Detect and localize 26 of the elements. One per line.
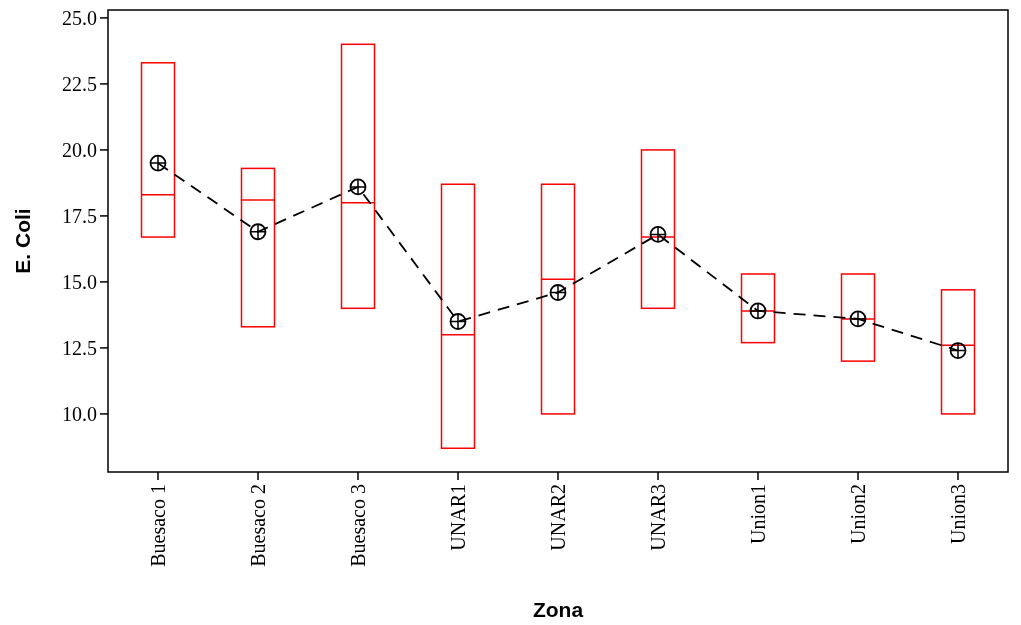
x-tick-label: Buesaco 3 bbox=[347, 484, 369, 567]
point bbox=[849, 310, 867, 328]
x-axis-title: Zona bbox=[532, 598, 584, 621]
point bbox=[349, 178, 367, 196]
x-tick-label: UNAR3 bbox=[647, 484, 669, 551]
y-tick-label: 17.5 bbox=[62, 204, 97, 227]
y-tick-label: 12.5 bbox=[62, 336, 97, 359]
point bbox=[149, 154, 167, 172]
y-tick-label: 20.0 bbox=[62, 138, 97, 161]
x-tick-label: Union1 bbox=[747, 484, 769, 544]
point bbox=[249, 223, 267, 241]
x-tick-label: Buesaco 2 bbox=[247, 484, 269, 567]
x-tick-label: Union3 bbox=[947, 484, 969, 544]
point bbox=[949, 342, 967, 359]
y-tick-label: 25.0 bbox=[62, 6, 97, 29]
y-tick-label: 22.5 bbox=[62, 72, 97, 95]
point bbox=[649, 226, 667, 243]
x-tick-label: Union2 bbox=[847, 484, 869, 544]
point bbox=[449, 313, 467, 330]
x-tick-label: UNAR2 bbox=[547, 484, 569, 551]
y-axis-title: E. Coli bbox=[11, 208, 34, 274]
y-tick-label: 15.0 bbox=[62, 270, 97, 293]
x-tick-label: Buesaco 1 bbox=[147, 484, 169, 567]
x-tick-label: UNAR1 bbox=[447, 484, 469, 551]
point bbox=[549, 284, 567, 301]
y-tick-label: 10.0 bbox=[62, 402, 97, 425]
